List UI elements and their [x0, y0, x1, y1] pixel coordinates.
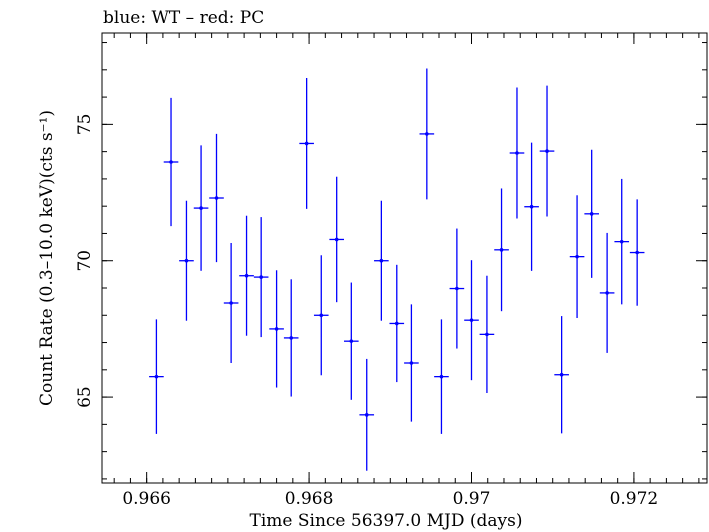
plot-area: 0.966 0.968 0.97 0.972 65 70 75: [75, 32, 708, 509]
y-axis-label: Count Rate (0.3–10.0 keV)(cts s⁻¹): [37, 110, 57, 406]
data-point: [349, 339, 354, 343]
data-point: [394, 321, 399, 326]
data-point: [545, 149, 549, 153]
data-point: [575, 254, 579, 259]
y-tick-label: 65: [75, 386, 95, 408]
data-point: [274, 327, 279, 331]
data-point: [589, 212, 594, 216]
x-tick-label: 0.966: [122, 489, 171, 509]
data-point: [455, 286, 459, 291]
data-point: [499, 248, 504, 252]
plot-frame: [101, 32, 708, 484]
data-point: [425, 132, 429, 136]
data-point: [304, 141, 309, 146]
data-point: [154, 374, 159, 379]
data-point: [559, 372, 564, 377]
data-point: [184, 258, 189, 263]
data-point: [529, 204, 534, 209]
data-point: [319, 313, 324, 318]
data-point: [515, 151, 519, 155]
data-point: [259, 275, 263, 279]
x-tick-label: 0.968: [285, 489, 334, 509]
y-tick-label: 70: [75, 250, 95, 272]
data-point: [635, 250, 639, 255]
data-point: [214, 196, 219, 200]
data-point: [229, 301, 233, 305]
data-point: [379, 258, 384, 263]
data-point: [605, 291, 609, 295]
chart-title: blue: WT – red: PC: [103, 8, 264, 28]
data-point: [439, 374, 444, 379]
data-point: [364, 413, 369, 417]
data-point: [334, 237, 339, 242]
data-point: [244, 273, 249, 278]
data-point: [199, 206, 203, 210]
data-point: [289, 336, 294, 340]
data-point: [469, 318, 474, 322]
data-point: [619, 239, 624, 244]
x-tick-label: 0.97: [453, 489, 491, 509]
x-axis-label: Time Since 56397.0 MJD (days): [250, 511, 523, 531]
data-point: [409, 361, 414, 365]
data-point: [169, 160, 173, 164]
y-tick-label: 75: [75, 114, 95, 136]
x-tick-label: 0.972: [610, 489, 659, 509]
data-point: [485, 332, 489, 337]
